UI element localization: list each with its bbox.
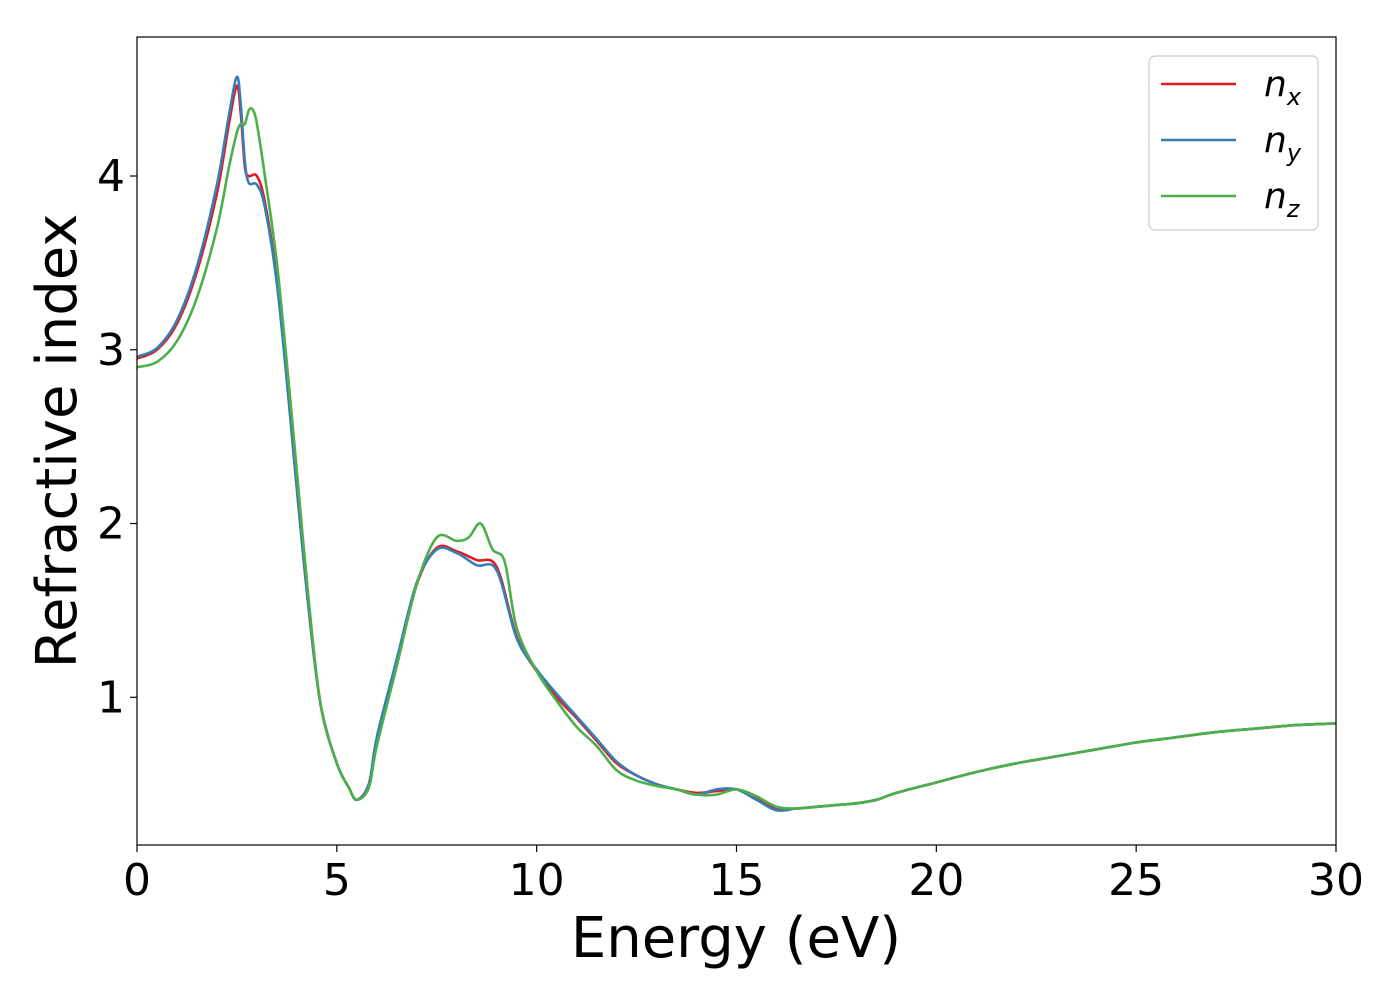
y-axis-ticks: 1 2 3 4 — [97, 151, 137, 723]
x-axis-ticks: 0 5 10 15 20 25 30 — [123, 845, 1364, 906]
x-tick-label: 20 — [908, 855, 964, 906]
y-tick-label: 2 — [97, 499, 125, 550]
x-axis-title: Energy (eV) — [571, 906, 901, 971]
x-tick-label: 5 — [323, 855, 351, 906]
legend-label-z: nz — [1264, 176, 1301, 223]
legend-label-y: ny — [1264, 120, 1302, 167]
series-line-z — [137, 106, 1336, 810]
x-tick-label: 0 — [123, 855, 151, 906]
series-layer — [137, 75, 1336, 812]
legend-box — [1148, 55, 1319, 231]
y-axis-title: Refractive index — [25, 214, 90, 669]
y-tick-label: 3 — [97, 325, 125, 376]
legend-label-x: nx — [1264, 64, 1302, 111]
legend: nx ny nz — [1148, 55, 1319, 231]
x-tick-label: 10 — [509, 855, 565, 906]
x-tick-label: 30 — [1308, 855, 1364, 906]
y-tick-label: 1 — [97, 672, 125, 723]
x-tick-label: 25 — [1108, 855, 1164, 906]
x-tick-label: 15 — [709, 855, 765, 906]
y-tick-label: 4 — [97, 151, 125, 202]
